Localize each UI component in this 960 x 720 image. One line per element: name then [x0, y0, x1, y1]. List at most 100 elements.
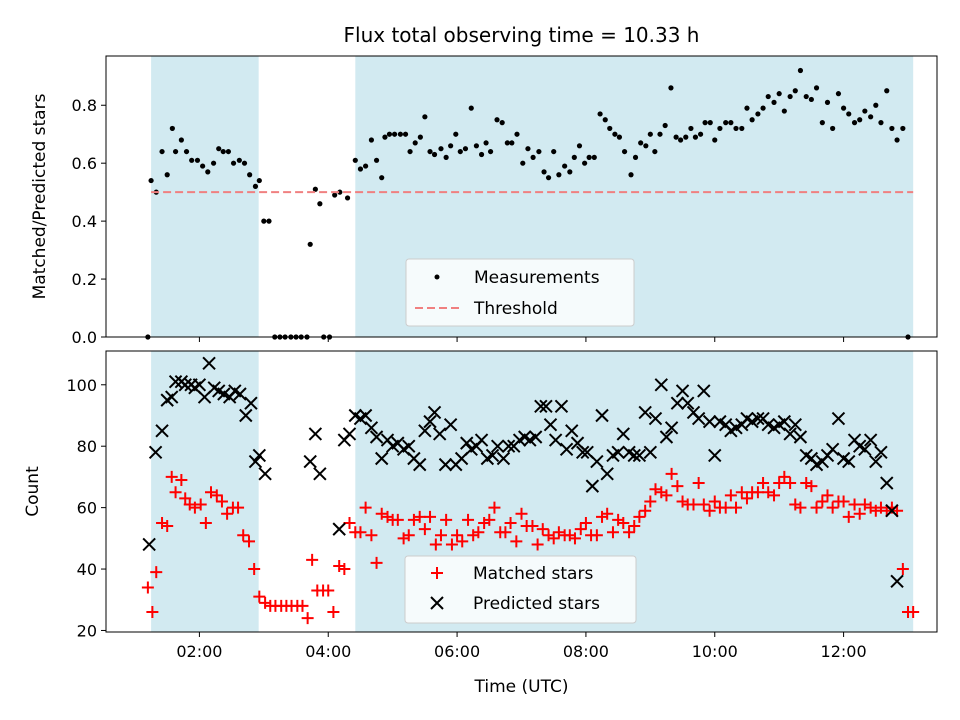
matched-star-point [784, 477, 797, 490]
measurement-point [541, 169, 547, 175]
legend-measurements-label: Measurements [474, 268, 600, 288]
predicted-star-point [643, 445, 658, 460]
matched-star-point [296, 599, 309, 612]
legend-predicted-label: Predicted stars [473, 594, 600, 614]
measurement-point [220, 148, 226, 155]
predicted-star-point [648, 411, 663, 426]
measurement-point [755, 111, 761, 117]
matched-star-point [232, 501, 245, 514]
predicted-star-point [659, 430, 674, 444]
matched-star-point [354, 526, 367, 539]
measurement-point [189, 157, 195, 163]
legend-predicted-marker [430, 596, 444, 610]
predicted-star-point [543, 417, 558, 432]
matched-star-point [370, 556, 383, 569]
matched-star-point [175, 473, 188, 486]
measurement-point [697, 131, 704, 137]
measurement-point [632, 154, 639, 160]
matched-star-point [751, 486, 764, 499]
measurement-point [317, 201, 323, 207]
top-y-ticks: 0.0 0.2 0.4 0.6 0.8 [72, 96, 106, 347]
measurement-point [576, 143, 583, 149]
matched-star-point [590, 529, 603, 542]
measurement-point [733, 125, 739, 132]
y-tick-label: 40 [77, 560, 97, 579]
matched-star-point [740, 492, 753, 505]
measurement-point [643, 143, 649, 149]
matched-star-point [816, 495, 829, 508]
top-y-axis-label: Matched/Predicted stars [30, 93, 50, 299]
measurement-point [835, 91, 842, 97]
measurement-point [797, 67, 804, 74]
predicted-star-point [155, 424, 169, 438]
matched-star-point [692, 477, 705, 490]
measurement-point [379, 175, 385, 181]
matched-star-point [434, 529, 447, 542]
matched-star-point [391, 513, 404, 526]
predicted-star-point [680, 396, 695, 410]
predicted-star-point [142, 537, 156, 552]
measurement-point [707, 120, 713, 126]
matched-star-point [402, 529, 415, 542]
matched-star-point [499, 526, 512, 539]
measurement-point [621, 148, 628, 155]
measurement-point [862, 108, 868, 114]
bottom-y-axis-label: Count [23, 466, 43, 517]
x-tick-label: 08:00 [563, 642, 609, 661]
y-tick-label: 0.2 [72, 270, 97, 289]
predicted-star-point [252, 448, 267, 463]
x-tick-label: 10:00 [692, 642, 738, 661]
measurement-point [473, 143, 480, 149]
predicted-star-point [654, 378, 668, 392]
measurement-point [352, 157, 358, 163]
predicted-star-point [869, 454, 883, 469]
top-legend: Measurements Threshold [405, 258, 635, 327]
matched-star-point [483, 513, 496, 526]
measurement-point [520, 160, 526, 166]
measurement-point [846, 111, 852, 117]
matched-star-point [547, 532, 560, 545]
measurement-point [332, 192, 338, 198]
matched-star-point [660, 489, 673, 502]
predicted-star-point [369, 430, 384, 444]
measurement-point [771, 99, 777, 105]
measurement-point [172, 148, 179, 155]
bottom-data-marks [141, 356, 920, 625]
matched-star-point [150, 566, 163, 579]
y-tick-label: 0.0 [72, 328, 97, 347]
measurement-point [417, 134, 423, 140]
predicted-star-point [460, 436, 474, 450]
top-x-ticks [198, 337, 845, 342]
measurement-point [723, 120, 729, 126]
predicted-star-point [585, 479, 600, 493]
matched-star-point [579, 516, 592, 529]
matched-star-point [735, 486, 748, 499]
measurement-point [647, 131, 653, 137]
bottom-y-ticks: 20 40 60 80 100 [66, 376, 106, 640]
matched-star-point [644, 495, 657, 508]
measurement-point [717, 125, 723, 132]
predicted-star-point [793, 430, 808, 444]
measurement-point [252, 183, 259, 189]
matched-star-point [322, 584, 335, 597]
matched-star-point [169, 486, 182, 499]
matched-star-point [601, 507, 614, 520]
matched-star-point [810, 501, 823, 514]
measurement-point [602, 117, 608, 123]
measurement-point [607, 125, 613, 132]
matched-star-point [338, 563, 351, 576]
measurement-point [616, 134, 623, 140]
predicted-star-point [313, 467, 327, 481]
legend-matched-marker [431, 567, 443, 579]
predicted-star-point [485, 448, 500, 463]
predicted-star-point [178, 378, 192, 392]
matched-star-point [848, 498, 861, 511]
matched-star-point [826, 501, 839, 514]
measurement-point [878, 120, 884, 126]
measurement-point [808, 96, 814, 103]
measurement-point [702, 120, 708, 126]
matched-star-point [243, 535, 256, 548]
measurement-point [407, 148, 413, 155]
matched-star-point [199, 516, 212, 529]
